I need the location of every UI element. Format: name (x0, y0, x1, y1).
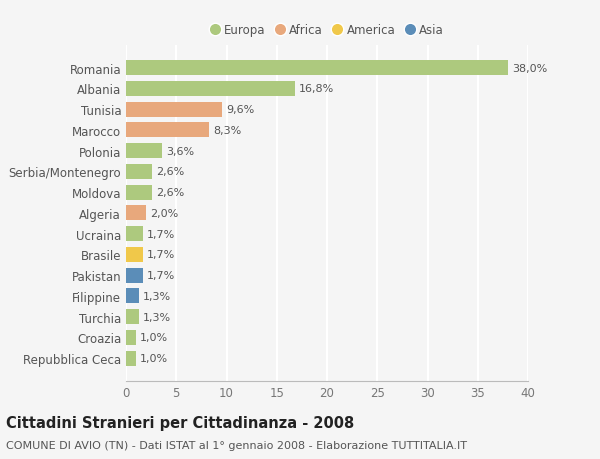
Text: 1,7%: 1,7% (147, 229, 175, 239)
Text: 2,6%: 2,6% (156, 167, 184, 177)
Bar (126, 102, 223, 118)
Text: 2,0%: 2,0% (150, 208, 178, 218)
Text: 2,6%: 2,6% (156, 188, 184, 198)
Bar (126, 165, 152, 179)
Text: 38,0%: 38,0% (512, 64, 547, 73)
Bar (126, 351, 136, 366)
Bar (126, 227, 143, 241)
Text: 1,3%: 1,3% (143, 291, 171, 301)
Bar (126, 206, 146, 221)
Text: 1,0%: 1,0% (140, 333, 168, 342)
Text: 3,6%: 3,6% (166, 146, 194, 157)
Bar (126, 309, 139, 325)
Bar (126, 144, 162, 159)
Bar (126, 185, 152, 200)
Text: 1,0%: 1,0% (140, 353, 168, 363)
Text: 1,3%: 1,3% (143, 312, 171, 322)
Text: 1,7%: 1,7% (147, 250, 175, 260)
Bar (126, 247, 143, 262)
Bar (126, 82, 295, 97)
Text: Cittadini Stranieri per Cittadinanza - 2008: Cittadini Stranieri per Cittadinanza - 2… (6, 415, 354, 431)
Text: 8,3%: 8,3% (214, 126, 242, 136)
Bar (126, 289, 139, 304)
Text: COMUNE DI AVIO (TN) - Dati ISTAT al 1° gennaio 2008 - Elaborazione TUTTITALIA.IT: COMUNE DI AVIO (TN) - Dati ISTAT al 1° g… (6, 440, 467, 450)
Text: 9,6%: 9,6% (227, 105, 255, 115)
Text: 1,7%: 1,7% (147, 270, 175, 280)
Bar (126, 123, 209, 138)
Legend: Europa, Africa, America, Asia: Europa, Africa, America, Asia (208, 22, 446, 39)
Bar (126, 61, 508, 76)
Text: 16,8%: 16,8% (299, 84, 334, 94)
Bar (126, 268, 143, 283)
Bar (126, 330, 136, 345)
